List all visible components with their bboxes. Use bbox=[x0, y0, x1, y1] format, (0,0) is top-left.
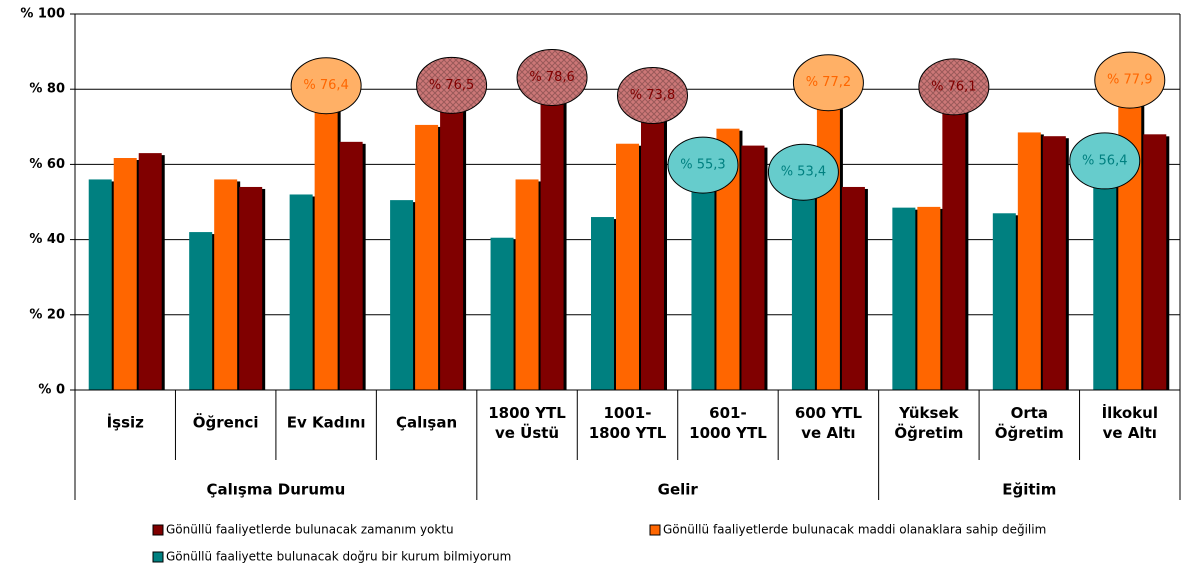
group-label: Eğitim bbox=[1002, 481, 1056, 499]
bar bbox=[841, 186, 865, 390]
bar bbox=[691, 182, 715, 390]
x-tick-label: 1001-1800 YTL bbox=[589, 404, 667, 442]
bar bbox=[138, 153, 162, 390]
data-label: % 77,2 bbox=[806, 75, 851, 90]
bar bbox=[791, 189, 815, 390]
bar bbox=[88, 179, 112, 390]
legend-label: Gönüllü faaliyetlerde bulunacak maddi ol… bbox=[663, 523, 1046, 537]
bar bbox=[490, 237, 514, 390]
x-tick-label: 600 YTL ve Altı bbox=[795, 404, 863, 442]
x-tick-label: İşsiz bbox=[107, 413, 145, 432]
legend-swatch bbox=[152, 551, 164, 563]
bar bbox=[1042, 136, 1066, 390]
bar bbox=[440, 102, 464, 391]
bar bbox=[591, 217, 614, 390]
bar bbox=[113, 158, 137, 390]
bar bbox=[816, 99, 840, 390]
data-label: % 78,6 bbox=[529, 70, 574, 85]
bar bbox=[214, 179, 238, 390]
x-tick-label: Orta Öğretim bbox=[995, 404, 1064, 442]
x-tick-label: 1800 YTL ve Üstü bbox=[488, 404, 566, 442]
bar bbox=[917, 206, 941, 390]
annotation-hatch bbox=[918, 58, 989, 115]
data-label: % 76,4 bbox=[303, 78, 348, 93]
y-tick-label: % 60 bbox=[29, 157, 65, 172]
group-label: Çalışma Durumu bbox=[206, 481, 345, 499]
annotation-bubble bbox=[1069, 132, 1141, 190]
data-label: % 77,9 bbox=[1107, 73, 1152, 88]
bar bbox=[289, 194, 313, 390]
bar bbox=[515, 179, 539, 390]
legend-label: Gönüllü faaliyette bulunacak doğru bir k… bbox=[166, 550, 511, 564]
x-tick-label: Yüksek Öğretim bbox=[894, 404, 963, 442]
bar bbox=[314, 102, 338, 391]
x-tick-label: İlkokul ve Altı bbox=[1102, 403, 1158, 442]
bar bbox=[942, 103, 966, 390]
bar bbox=[641, 112, 664, 391]
x-tick-label: Öğrenci bbox=[193, 413, 259, 432]
annotation-hatch bbox=[416, 57, 487, 114]
bar bbox=[339, 141, 363, 390]
legend-label: Gönüllü faaliyetlerde bulunacak zamanım … bbox=[166, 523, 454, 537]
bar bbox=[716, 128, 740, 390]
annotation-bubble bbox=[1094, 51, 1166, 109]
bar bbox=[741, 145, 765, 390]
legend-swatch bbox=[649, 524, 661, 536]
bar bbox=[189, 232, 213, 390]
group-label: Gelir bbox=[658, 481, 699, 499]
x-tick-label: 601-1000 YTL bbox=[689, 404, 767, 442]
annotation-hatch bbox=[517, 49, 588, 106]
data-label: % 76,1 bbox=[931, 79, 976, 94]
data-label: % 53,4 bbox=[781, 165, 826, 180]
annotation-bubble bbox=[767, 143, 839, 201]
bar bbox=[540, 94, 564, 391]
x-tick-label: Çalışan bbox=[396, 414, 457, 432]
data-label: % 76,5 bbox=[429, 78, 474, 93]
data-label: % 55,3 bbox=[680, 158, 725, 173]
bar bbox=[892, 207, 916, 390]
bar bbox=[239, 186, 263, 390]
annotation-bubble bbox=[792, 54, 864, 112]
bar bbox=[992, 213, 1016, 390]
bar bbox=[1017, 132, 1041, 390]
x-tick-label: Ev Kadını bbox=[287, 414, 366, 432]
y-tick-label: % 20 bbox=[29, 307, 65, 322]
y-tick-label: % 100 bbox=[20, 7, 65, 22]
y-tick-label: % 80 bbox=[29, 82, 65, 97]
data-label: % 56,4 bbox=[1082, 153, 1127, 168]
bar bbox=[1143, 134, 1167, 390]
annotation-bubble bbox=[290, 57, 362, 115]
bar bbox=[616, 143, 639, 390]
annotation-bubble bbox=[667, 136, 739, 194]
legend-swatch bbox=[152, 524, 164, 536]
bar bbox=[1093, 177, 1117, 390]
bar bbox=[390, 200, 414, 390]
y-tick-label: % 0 bbox=[38, 383, 65, 398]
data-label: % 73,8 bbox=[630, 88, 675, 103]
annotation-hatch bbox=[617, 67, 688, 124]
y-tick-label: % 40 bbox=[29, 232, 65, 247]
bar bbox=[415, 124, 439, 391]
